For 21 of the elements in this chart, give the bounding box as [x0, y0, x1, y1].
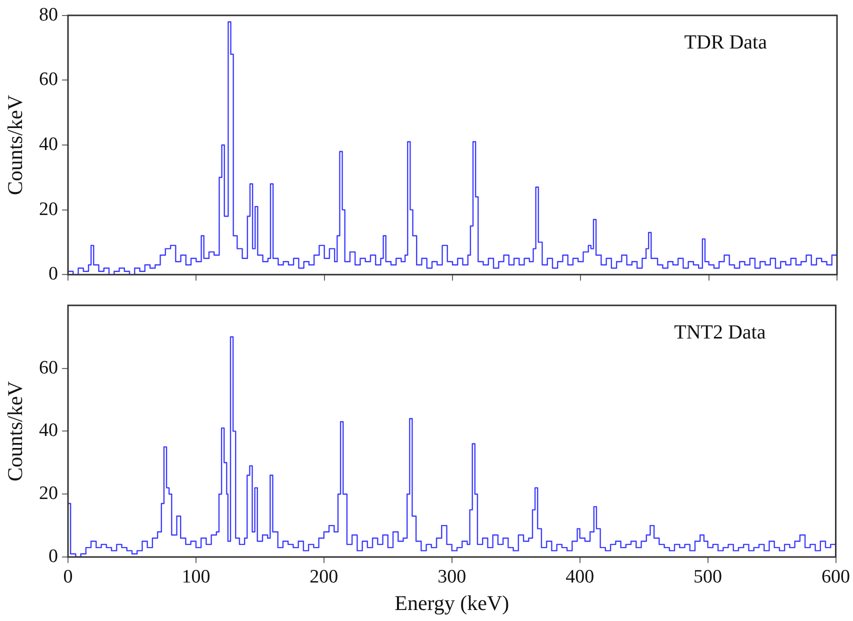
x-tick-label: 300	[438, 566, 466, 588]
y-tick-label: 80	[39, 4, 58, 26]
x-tick-label: 0	[63, 566, 73, 588]
y-tick-label: 0	[48, 264, 58, 285]
y-tick-label: 20	[39, 198, 58, 220]
y-axis-title: Counts/keV	[3, 94, 28, 196]
x-tick-label: 400	[566, 566, 594, 588]
y-tick-label: 40	[39, 420, 58, 442]
x-tick-label: 600	[822, 566, 850, 588]
annotation: TDR Data	[684, 32, 768, 54]
annotation: TNT2 Data	[674, 322, 766, 344]
x-tick-label: 500	[694, 566, 722, 588]
x-tick-label: 100	[182, 566, 210, 588]
y-tick-label: 60	[39, 69, 58, 90]
y-tick-label: 60	[39, 357, 58, 378]
y-tick-label: 40	[39, 134, 58, 155]
y-tick-label: 20	[39, 483, 58, 504]
x-tick-label: 200	[310, 566, 338, 588]
y-axis-title: Counts/keV	[3, 381, 28, 482]
x-axis-title: Energy (keV)	[394, 590, 510, 615]
y-tick-label: 0	[48, 546, 58, 567]
